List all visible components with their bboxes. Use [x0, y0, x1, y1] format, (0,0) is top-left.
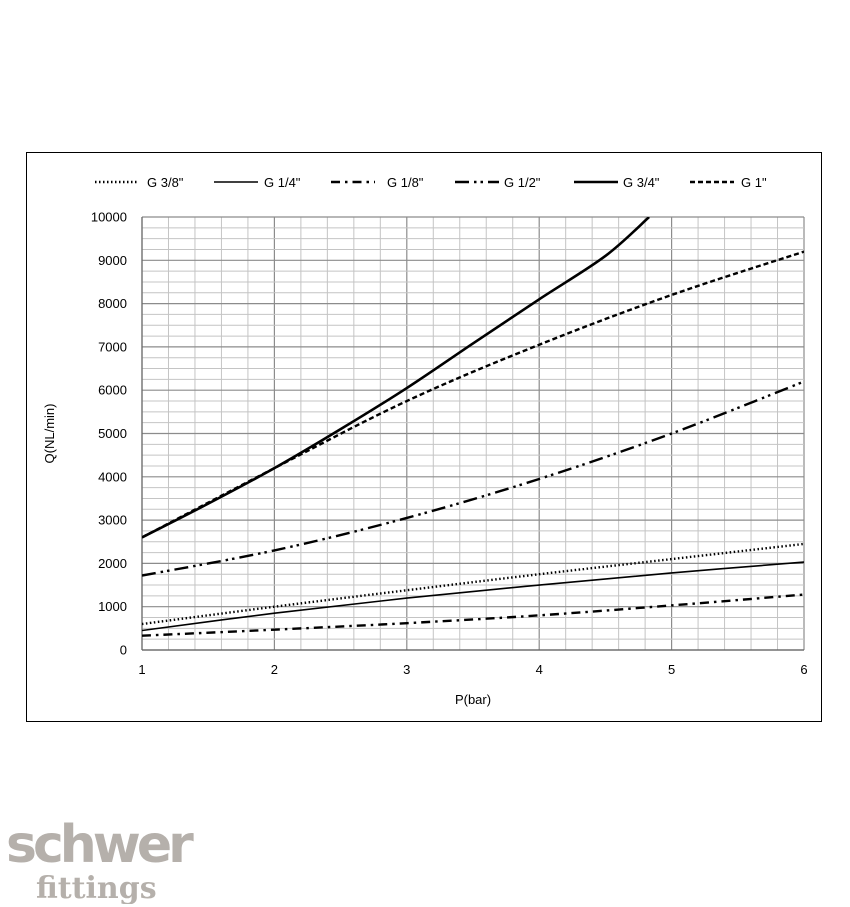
- x-tick-label: 2: [271, 662, 278, 677]
- y-tick-label: 6000: [98, 383, 127, 398]
- y-tick-label: 4000: [98, 469, 127, 484]
- y-tick-label: 1000: [98, 599, 127, 614]
- series-line-3: [142, 380, 804, 577]
- logo-wordmark-bottom: fittings: [36, 871, 157, 904]
- legend-label-1: G 1/4": [264, 175, 301, 190]
- x-tick-label: 6: [800, 662, 807, 677]
- y-tick-label: 9000: [98, 253, 127, 268]
- legend-label-5: G 1": [741, 175, 767, 190]
- x-tick-label: 1: [138, 662, 145, 677]
- logo-wordmark-top: schwer: [6, 818, 194, 875]
- y-tick-label: 2000: [98, 556, 127, 571]
- schwer-fittings-logo: schwer fittings: [6, 818, 194, 904]
- flow-chart: 1 2 3 4 5 6 0 1000 2000 3000 4000 5000 6000 7000 8000 9…: [42, 175, 808, 707]
- series-line-1: [142, 561, 804, 632]
- y-tick-label: 3000: [98, 513, 127, 528]
- legend-label-3: G 1/2": [504, 175, 541, 190]
- y-tick-label: 0: [120, 643, 127, 658]
- y-tick-label: 7000: [98, 339, 127, 354]
- legend-label-4: G 3/4": [623, 175, 660, 190]
- legend-label-0: G 3/8": [147, 175, 184, 190]
- series-line-2: [142, 593, 804, 637]
- y-tick-label: 5000: [98, 426, 127, 441]
- x-tick-label: 3: [403, 662, 410, 677]
- y-axis-title: Q(NL/min): [42, 404, 57, 464]
- y-tick-label: 8000: [98, 296, 127, 311]
- x-tick-label: 4: [536, 662, 543, 677]
- series-line-0: [142, 542, 804, 626]
- y-tick-label: 10000: [91, 210, 127, 225]
- series-line-4: [142, 217, 650, 539]
- legend-label-2: G 1/8": [387, 175, 424, 190]
- x-axis-title: P(bar): [455, 692, 491, 707]
- series-line-5: [142, 250, 804, 539]
- chart-frame: 1 2 3 4 5 6 0 1000 2000 3000 4000 5000 6000 7000 8000 9…: [26, 152, 822, 722]
- x-tick-label: 5: [668, 662, 675, 677]
